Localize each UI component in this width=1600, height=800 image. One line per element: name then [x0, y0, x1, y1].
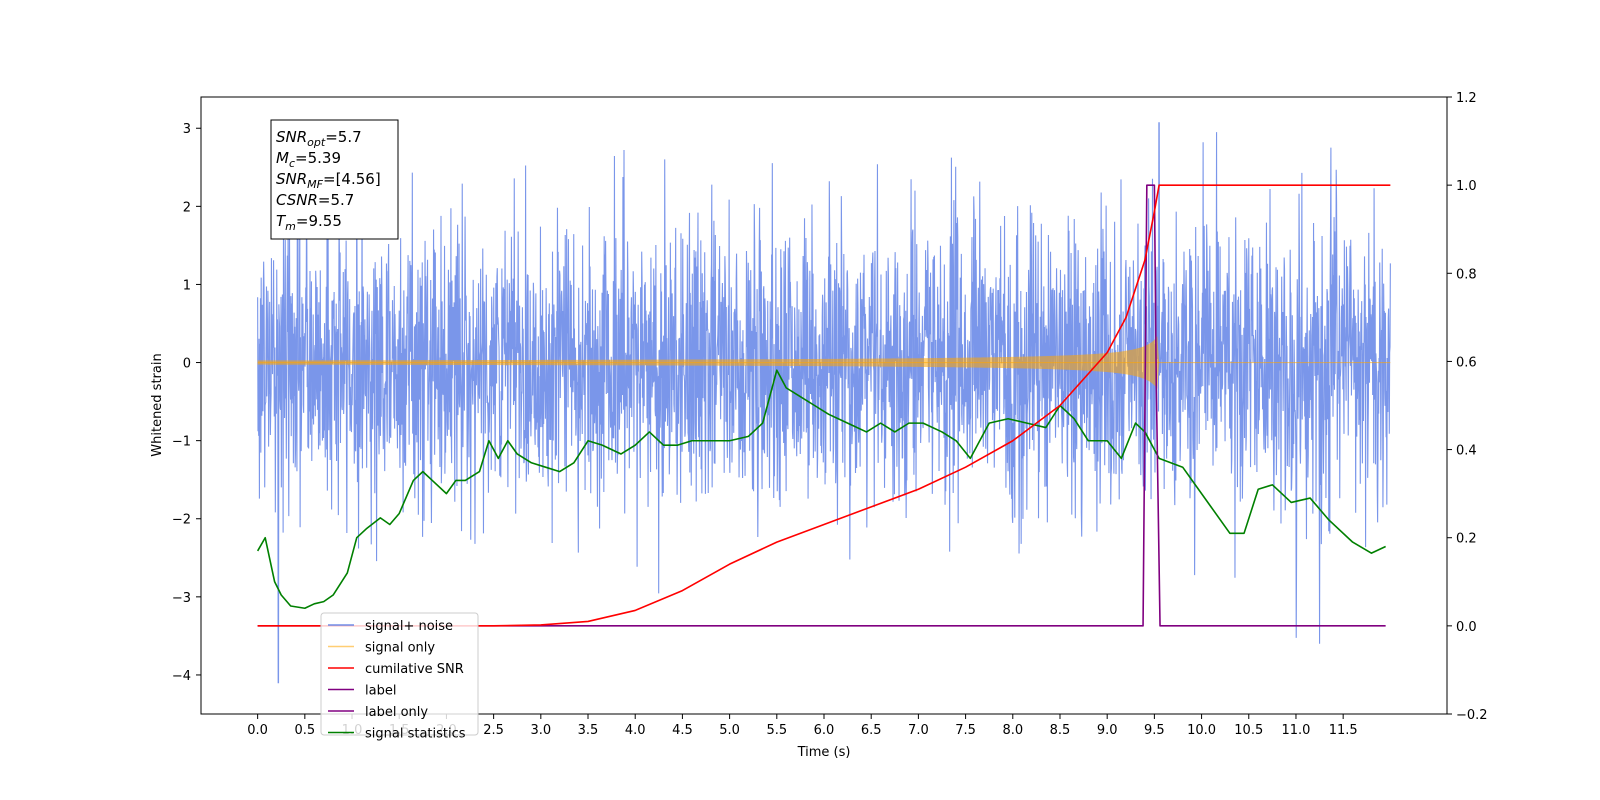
y-tick-label: −4 — [172, 669, 191, 684]
y2-tick-label: 0.8 — [1456, 267, 1477, 282]
x-tick-label: 4.5 — [672, 723, 693, 738]
annotation-frame — [270, 119, 399, 240]
legend-label: label only — [365, 705, 428, 720]
series-signal-noise-line — [257, 122, 1391, 684]
x-tick-label: 2.5 — [483, 723, 504, 738]
y-axis-title: Whitened strain — [150, 353, 165, 456]
y-tick-label: −2 — [172, 513, 191, 528]
y-axis-left: 3 2 1 0 −1 −2 −3 −4 — [172, 122, 201, 684]
y2-tick-label: −0.2 — [1456, 708, 1488, 723]
x-axis-title: Time (s) — [797, 745, 851, 760]
x-tick-label: 5.5 — [766, 723, 787, 738]
x-tick-label: 6.5 — [861, 723, 882, 738]
annotation-line-tm: Tm=9.55 — [276, 212, 342, 233]
legend-label: signal only — [365, 641, 435, 656]
y2-tick-label: 1.0 — [1456, 179, 1477, 194]
x-tick-label: 3.0 — [530, 723, 551, 738]
y-tick-label: 1 — [183, 278, 191, 293]
x-tick-label: 3.5 — [578, 723, 599, 738]
y-tick-label: −1 — [172, 435, 191, 450]
x-tick-label: 9.0 — [1097, 723, 1118, 738]
y-tick-label: 2 — [183, 200, 191, 215]
y-tick-label: 3 — [183, 122, 191, 137]
x-tick-label: 11.0 — [1281, 723, 1310, 738]
x-tick-label: 0.0 — [247, 723, 268, 738]
legend: signal+ noise signal only cumilative SNR la… — [320, 612, 479, 742]
series-cumulative-snr-line — [257, 184, 1391, 627]
x-tick-label: 8.5 — [1050, 723, 1071, 738]
legend-label: signal+ noise — [365, 619, 453, 634]
legend-label: label — [365, 684, 396, 699]
x-tick-label: 10.0 — [1187, 723, 1216, 738]
y-axis-right: 1.2 1.0 0.8 0.6 0.4 0.2 0.0 −0.2 — [1447, 91, 1488, 723]
x-tick-label: 8.0 — [1002, 723, 1023, 738]
annotation-line-mc: Mc=5.39 — [276, 149, 341, 170]
y2-tick-label: 0.6 — [1456, 355, 1477, 370]
y2-tick-label: 0.0 — [1456, 620, 1477, 635]
legend-label: signal statistics — [365, 727, 466, 742]
legend-label: cumilative SNR — [365, 662, 464, 677]
y2-tick-label: 0.4 — [1456, 444, 1477, 459]
legend-frame — [320, 612, 479, 736]
x-tick-label: 9.5 — [1144, 723, 1165, 738]
x-tick-label: 6.0 — [814, 723, 835, 738]
y2-tick-label: 0.2 — [1456, 532, 1477, 547]
x-tick-label: 0.5 — [294, 723, 315, 738]
x-tick-label: 11.5 — [1329, 723, 1358, 738]
series-signal-statistics-line — [256, 369, 1386, 610]
x-tick-label: 10.5 — [1234, 723, 1263, 738]
x-tick-label: 5.0 — [719, 723, 740, 738]
x-tick-label: 4.0 — [625, 723, 646, 738]
series-layer — [256, 122, 1391, 684]
series-label-line — [257, 184, 1386, 627]
annotation-line-snr-opt: SNRopt=5.7 — [276, 128, 362, 149]
y-tick-label: −3 — [172, 591, 191, 606]
y2-tick-label: 1.2 — [1456, 91, 1477, 106]
annotation-line-snr-mf: SNRMF=[4.56] — [276, 170, 381, 191]
annotation-line-csnr: CSNR=5.7 — [276, 191, 354, 209]
x-tick-label: 7.5 — [955, 723, 976, 738]
x-tick-label: 7.0 — [908, 723, 929, 738]
y-tick-label: 0 — [183, 357, 191, 372]
